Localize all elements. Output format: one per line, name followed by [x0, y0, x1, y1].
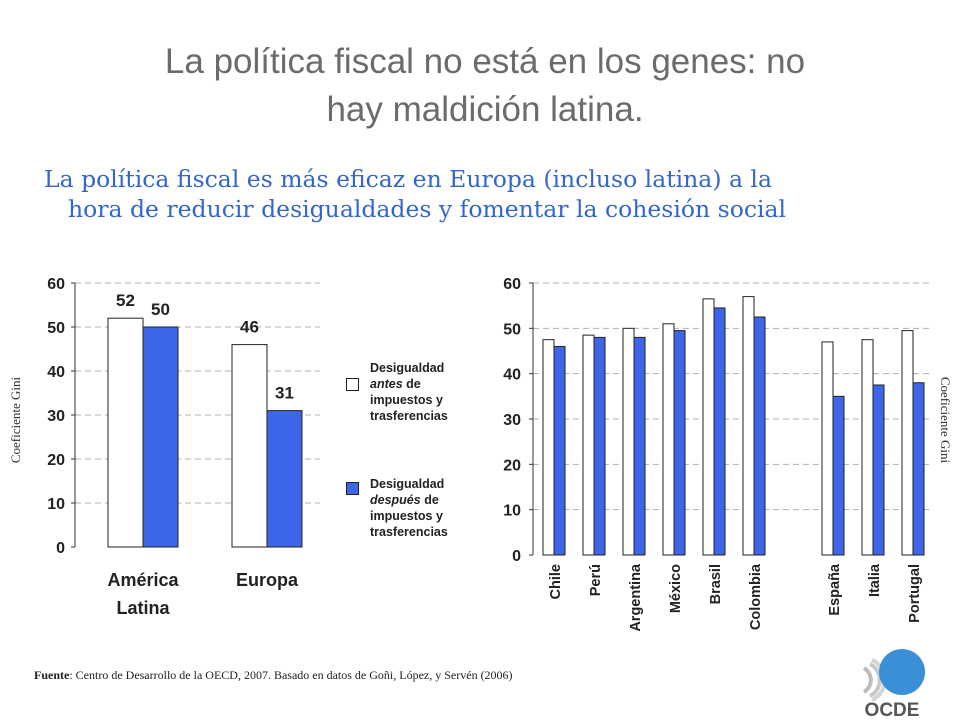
- bar-mexico-before: [662, 323, 675, 556]
- bar-chile-before: [542, 339, 555, 556]
- bar-portugal-before: [901, 330, 914, 556]
- slide-subtitle-line1: La política fiscal es más eficaz en Euro…: [44, 165, 772, 193]
- x-tick-label-america-latina-1: Latina: [116, 598, 170, 618]
- bar-europa-before: [231, 344, 268, 548]
- slide-title-line1: La política fiscal no está en los genes:…: [164, 42, 806, 81]
- x-tick-label-mexico: México: [668, 564, 684, 613]
- chart-regional: 0 10 20 30 40 50 60 52 50 América Latina 46 31 Europa: [47, 276, 320, 618]
- x-tick-label-portugal: Portugal: [907, 564, 923, 623]
- chart-countries: 0 10 20 30 40 50 60 Chile Perú Argentina México Bra…: [503, 276, 930, 632]
- x-tick-label-brasil: Brasil: [708, 564, 724, 604]
- bar-chile-after: [553, 345, 566, 556]
- bar-mexico-after: [673, 330, 686, 556]
- x-tick-label-peru: Perú: [588, 564, 604, 596]
- x-tick-label-chile: Chile: [548, 564, 564, 599]
- bar-espana-before: [821, 341, 834, 556]
- data-label-europa-after: 31: [275, 384, 294, 403]
- x-tick-label-italia: Italia: [867, 563, 883, 597]
- x-tick-label-europa-0: Europa: [236, 570, 299, 590]
- data-label-america-latina-after: 50: [151, 300, 170, 319]
- y-tick-label: 60: [503, 276, 521, 293]
- bar-peru-after: [593, 336, 606, 556]
- legend-label-after: Desigualdad después de impuestos y trasf…: [370, 477, 448, 539]
- x-tick-label-argentina: Argentina: [628, 563, 644, 632]
- bar-italia-after: [872, 384, 885, 556]
- y-tick-label: 30: [503, 412, 521, 429]
- y-tick-label: 50: [47, 320, 65, 337]
- slide-subtitle: La política fiscal es más eficaz en Euro…: [44, 164, 924, 224]
- slide-title-line2: hay maldición latina.: [326, 90, 644, 129]
- bar-america-latina-before: [107, 317, 144, 548]
- y-tick-label: 20: [503, 457, 521, 474]
- bar-peru-before: [582, 334, 595, 556]
- oecd-logo-text: OCDE: [865, 700, 920, 718]
- data-label-europa-before: 46: [240, 318, 259, 337]
- y-tick-label: 0: [512, 548, 521, 565]
- bar-colombia-before: [742, 296, 755, 556]
- x-tick-label-colombia: Colombia: [748, 563, 764, 630]
- bar-europa-after: [266, 410, 303, 548]
- y-tick-label: 10: [47, 496, 65, 513]
- x-tick-label-america-latina-0: América: [107, 570, 179, 590]
- bar-brasil-after: [713, 307, 726, 556]
- y-tick-label: 10: [503, 503, 521, 520]
- y-tick-label: 60: [47, 276, 65, 293]
- oecd-logo-mark: [862, 649, 925, 702]
- source-text: : Centro de Desarrollo de la OECD, 2007.…: [69, 668, 513, 682]
- bar-italia-before: [861, 339, 874, 556]
- legend-swatch-before: [346, 378, 359, 391]
- data-label-america-latina-before: 52: [116, 291, 135, 310]
- y-tick-label: 20: [47, 452, 65, 469]
- source-label: Fuente: [34, 668, 70, 682]
- bar-espana-after: [832, 395, 845, 556]
- slide-subtitle-line2: hora de reducir desigualdades y fomentar…: [68, 195, 787, 223]
- slide-title: La política fiscal no está en los genes:…: [60, 38, 910, 134]
- source-note: Fuente: Centro de Desarrollo de la OECD,…: [34, 668, 513, 683]
- bar-brasil-before: [702, 298, 715, 556]
- y-tick-label: 0: [56, 540, 65, 557]
- bar-portugal-after: [912, 382, 925, 556]
- bar-america-latina-after: [142, 326, 179, 548]
- y-tick-label: 50: [503, 321, 521, 338]
- oecd-logo: OCDE: [862, 649, 925, 718]
- bar-colombia-after: [753, 316, 766, 556]
- y-tick-label: 30: [47, 408, 65, 425]
- y-tick-label: 40: [503, 367, 521, 384]
- bar-argentina-before: [622, 327, 635, 556]
- y-tick-label: 40: [47, 364, 65, 381]
- legend-swatch-after: [346, 482, 359, 495]
- bar-argentina-after: [633, 336, 646, 556]
- legend-label-before: Desigualdad antes de impuestos y trasfer…: [370, 361, 448, 423]
- x-tick-label-espana: España: [827, 563, 843, 616]
